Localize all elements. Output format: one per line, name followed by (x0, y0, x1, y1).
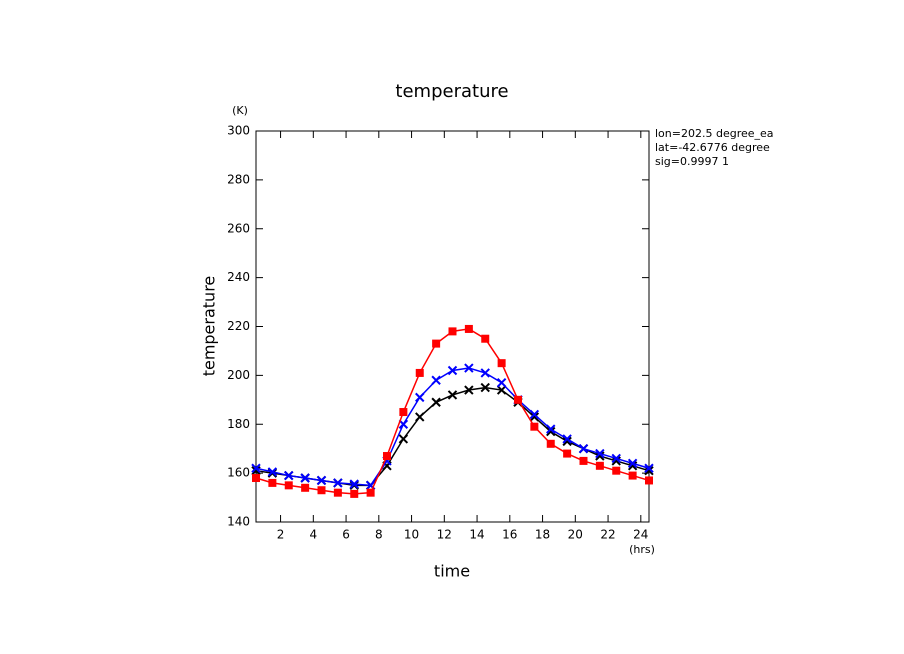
y-axis-label: temperature (200, 276, 219, 377)
marker (447, 365, 458, 376)
y-tick-label: 200 (227, 368, 250, 382)
marker (415, 412, 425, 422)
x-tick-label: 10 (404, 528, 419, 542)
marker (546, 439, 555, 448)
marker (431, 397, 441, 407)
x-tick-label: 2 (277, 528, 285, 542)
marker (350, 489, 359, 498)
marker (333, 488, 342, 497)
clip-mask (779, 125, 904, 170)
marker (612, 466, 621, 475)
y-tick-label: 280 (227, 172, 250, 186)
marker (578, 443, 589, 454)
y-tick-label: 140 (227, 515, 250, 529)
marker (481, 334, 490, 343)
marker (579, 456, 588, 465)
marker (627, 458, 638, 469)
marker (497, 359, 506, 368)
marker (546, 426, 556, 437)
x-unit: (hrs) (629, 543, 655, 556)
marker (514, 395, 522, 404)
marker (447, 390, 458, 400)
marker (464, 363, 474, 373)
y-tick-label: 160 (227, 466, 250, 480)
marker (529, 412, 540, 422)
marker (317, 486, 326, 495)
marker (268, 478, 277, 487)
marker (300, 473, 310, 483)
marker (611, 453, 621, 464)
y-tick-label: 260 (227, 221, 250, 235)
marker (349, 479, 359, 489)
x-tick-label: 12 (437, 528, 452, 542)
marker (644, 463, 654, 473)
x-tick-label: 4 (309, 528, 317, 542)
marker (251, 463, 261, 473)
annotation: lon=202.5 degree_ea (655, 127, 774, 140)
marker (415, 368, 424, 377)
marker (383, 452, 391, 461)
x-tick-label: 14 (469, 528, 484, 542)
series-line (255, 367, 650, 487)
marker (628, 471, 637, 480)
y-unit: (K) (232, 104, 248, 117)
annotation: lat=-42.6776 degree (655, 141, 770, 154)
y-tick-label: 300 (227, 124, 250, 138)
x-tick-label: 22 (600, 528, 615, 542)
y-tick-label: 240 (227, 270, 250, 284)
marker (415, 392, 425, 403)
marker (448, 327, 457, 336)
x-tick-label: 8 (375, 528, 383, 542)
chart-title: temperature (395, 81, 508, 102)
marker (496, 377, 507, 388)
marker (562, 436, 572, 447)
marker (252, 474, 260, 483)
marker (480, 382, 490, 393)
marker (399, 408, 408, 417)
annotation: sig=0.9997 1 (655, 155, 729, 168)
marker (595, 448, 605, 459)
y-tick-label: 180 (227, 417, 250, 431)
marker (366, 488, 375, 497)
marker (563, 449, 572, 458)
marker (464, 385, 474, 395)
marker (267, 467, 278, 477)
marker (301, 483, 310, 492)
marker (530, 422, 539, 431)
marker (333, 478, 343, 488)
x-tick-label: 20 (568, 528, 583, 542)
x-tick-label: 6 (342, 528, 350, 542)
marker (464, 324, 473, 333)
x-axis-label: time (434, 562, 470, 581)
series-line (255, 328, 650, 495)
x-tick-label: 16 (502, 528, 517, 542)
marker (316, 475, 327, 486)
marker (645, 476, 653, 485)
x-tick-label: 24 (633, 528, 648, 542)
marker (496, 385, 507, 395)
marker (595, 461, 604, 470)
marker (529, 409, 540, 420)
marker (546, 424, 556, 434)
series-line (255, 386, 650, 487)
marker (284, 481, 293, 490)
marker (480, 368, 490, 378)
marker (562, 434, 572, 444)
x-tick-label: 18 (535, 528, 550, 542)
y-tick-label: 220 (227, 319, 250, 333)
marker (398, 434, 409, 444)
marker (431, 375, 441, 385)
marker (284, 470, 294, 481)
marker (398, 419, 409, 429)
marker (432, 339, 441, 348)
marker (251, 465, 261, 476)
